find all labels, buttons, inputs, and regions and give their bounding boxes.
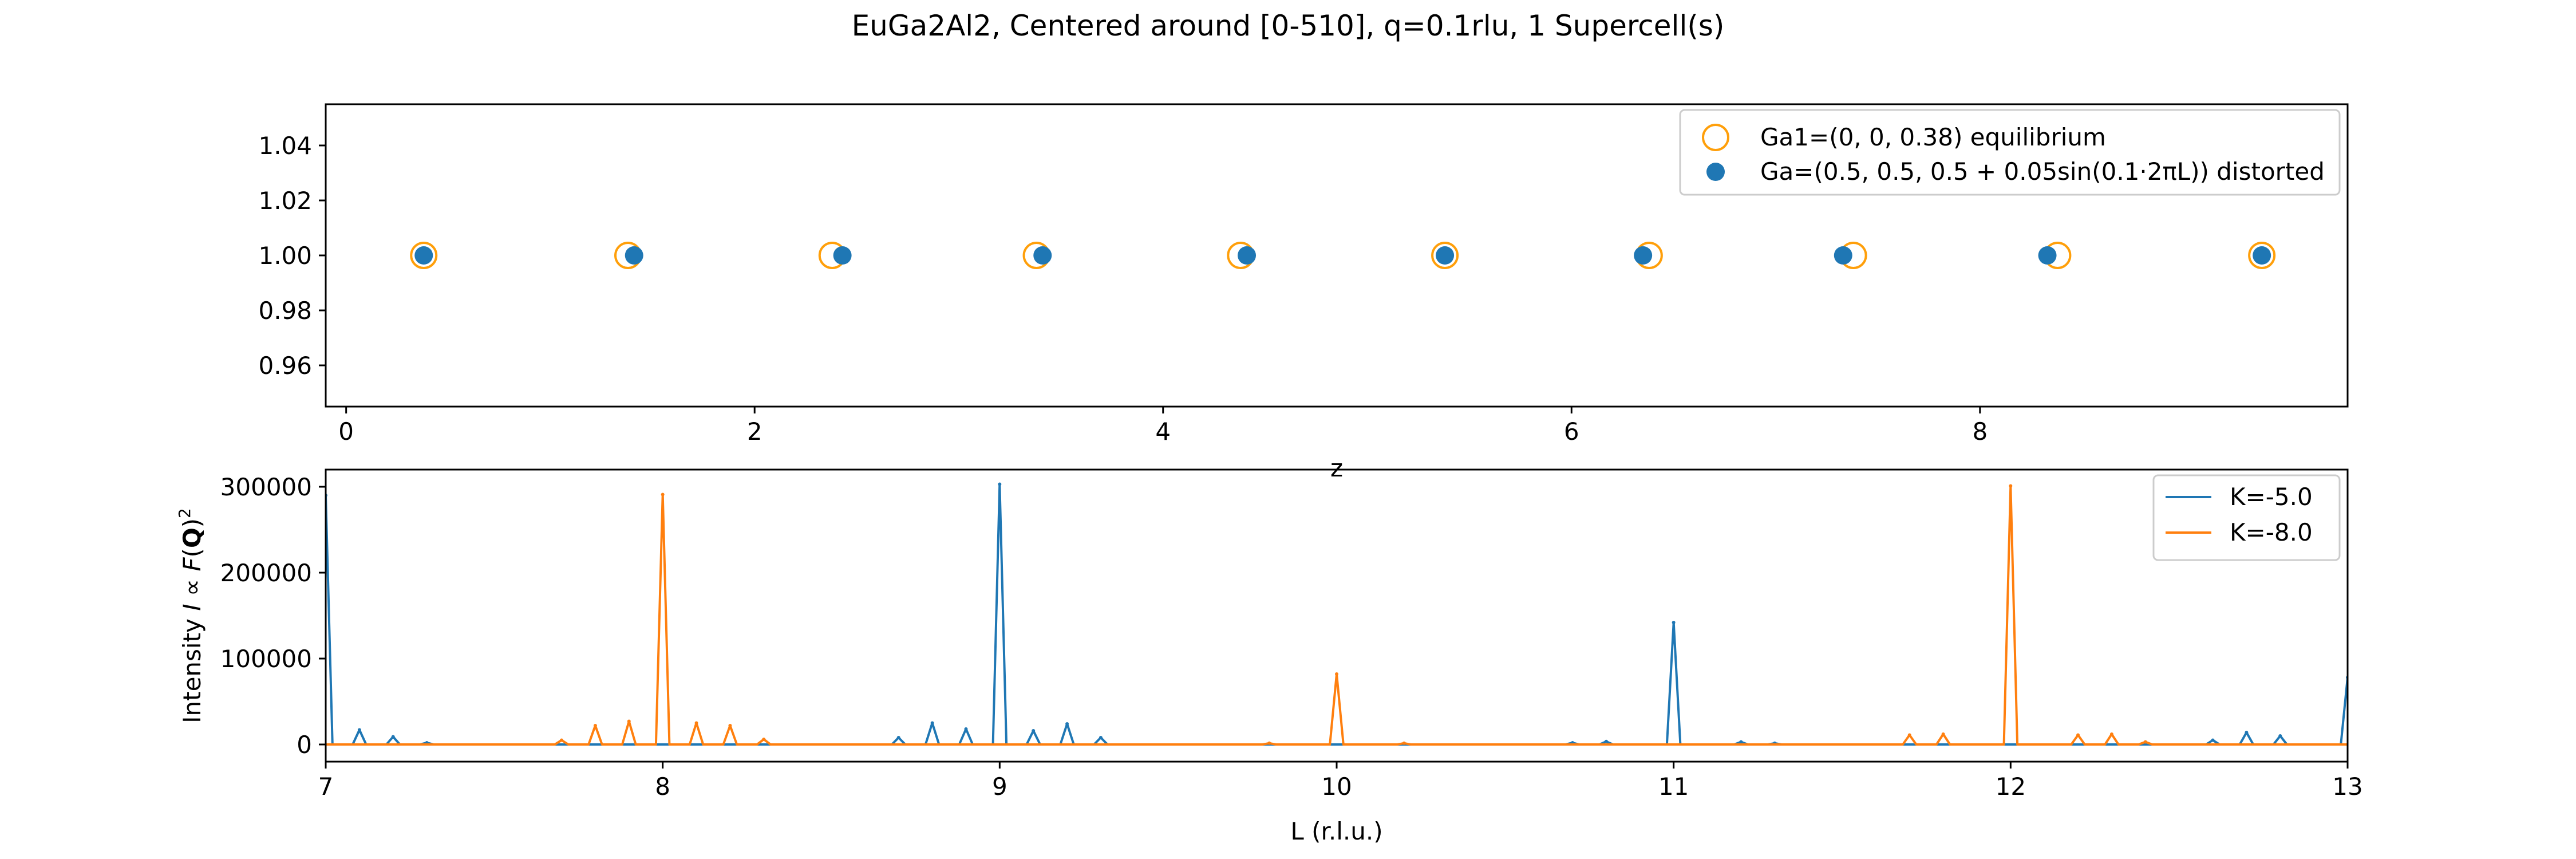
peak-point — [762, 738, 766, 741]
legend-label-k-minus-8: K=-8.0 — [2230, 518, 2313, 546]
peak-point — [1604, 739, 1608, 743]
peak-point — [728, 724, 732, 727]
top-y-tick-label: 1.04 — [258, 132, 312, 160]
distorted-point — [2038, 246, 2057, 265]
distorted-point — [625, 246, 643, 265]
top-y-tick-label: 0.96 — [258, 352, 312, 380]
bottom-legend: K=-5.0 K=-8.0 — [2152, 474, 2341, 561]
distorted-point — [833, 246, 852, 265]
bottom-y-tick-label: 300000 — [220, 473, 312, 501]
bottom-x-tick-label: 12 — [1996, 773, 2026, 801]
distorted-point — [1436, 246, 1455, 265]
legend-label-distorted: Ga=(0.5, 0.5, 0.5 + 0.05sin(0.1·2πL)) di… — [1760, 157, 2325, 186]
bottom-x-axis-label: L (r.l.u.) — [1290, 817, 1382, 845]
bottom-x-tick-label: 8 — [655, 773, 670, 801]
bottom-y-tick-label: 200000 — [220, 559, 312, 587]
top-x-tick-label: 4 — [1155, 417, 1171, 446]
peak-point — [357, 728, 361, 732]
peak-point — [2245, 731, 2249, 734]
top-x-tick-label: 6 — [1564, 417, 1579, 446]
top-axis-ticks: 0 2 4 6 8 0.96 0.98 1.00 1.02 1.04 — [258, 132, 1988, 446]
distorted-point — [2253, 246, 2271, 265]
peak-point — [2109, 732, 2113, 736]
distorted-point — [1834, 246, 1852, 265]
peak-point — [930, 721, 934, 725]
legend-label-equilibrium: Ga1=(0, 0, 0.38) equilibrium — [1760, 123, 2106, 151]
top-y-tick-label: 1.00 — [258, 242, 312, 270]
equilibrium-point — [2248, 242, 2276, 269]
bottom-x-tick-label: 10 — [1321, 773, 1352, 801]
distorted-point — [1238, 246, 1257, 265]
peak-point — [964, 727, 968, 731]
panel-top-scatter: 0 2 4 6 8 0.96 0.98 1.00 1.02 1.04 z Ga1=(0, 0, 0… — [258, 103, 2349, 482]
peak-point — [1032, 729, 1036, 732]
equilibrium-point — [410, 242, 438, 269]
peak-point — [1941, 732, 1945, 736]
figure-title: EuGa2Al2, Centered around [0-510], q=0.1… — [852, 9, 1725, 42]
peak-point — [627, 719, 631, 723]
distorted-point — [1634, 246, 1653, 265]
top-y-tick-label: 0.98 — [258, 297, 312, 325]
peak-point — [1907, 733, 1911, 737]
bottom-y-tick-label: 100000 — [220, 645, 312, 673]
equilibrium-point — [1431, 242, 1459, 269]
top-x-axis-label: z — [1330, 454, 1343, 482]
peak-point — [1335, 672, 1338, 676]
peak-point — [661, 492, 665, 497]
peak-point — [2211, 738, 2215, 742]
bottom-x-tick-label: 7 — [318, 773, 334, 801]
bottom-y-tick-label: 0 — [297, 731, 312, 759]
distorted-point — [1033, 246, 1052, 265]
top-legend: Ga1=(0, 0, 0.38) equilibrium Ga=(0.5, 0.… — [1679, 109, 2341, 196]
top-y-tick-label: 1.02 — [258, 187, 312, 215]
legend-filled-circle-marker — [1706, 163, 1725, 181]
panel-bottom-line: 7 8 9 10 11 12 13 0 100000 200000 300000 L (r.l.u.… — [175, 468, 2363, 845]
peak-point — [694, 721, 698, 725]
top-legend-box — [1679, 109, 2341, 196]
bottom-x-tick-label: 9 — [992, 773, 1008, 801]
peak-point — [560, 738, 564, 742]
bottom-x-tick-label: 13 — [2332, 773, 2362, 801]
bottom-x-tick-label: 11 — [1658, 773, 1689, 801]
top-x-tick-label: 8 — [1972, 417, 1988, 446]
peak-point — [1065, 722, 1069, 726]
top-x-tick-label: 0 — [338, 417, 354, 446]
peak-point — [1267, 741, 1271, 745]
peak-point — [1402, 741, 1406, 745]
bottom-y-axis-label: Intensity I ∝ F(Q)2 — [175, 508, 206, 723]
peak-point — [1739, 740, 1743, 744]
legend-label-k-minus-5: K=-5.0 — [2230, 483, 2313, 511]
top-x-tick-label: 2 — [747, 417, 762, 446]
intensity-lines — [326, 482, 2348, 746]
peak-point — [2009, 484, 2013, 488]
scatter-marks — [410, 242, 2276, 269]
peak-point — [896, 736, 900, 739]
distorted-point — [414, 246, 433, 265]
peak-point — [1099, 736, 1103, 739]
bottom-axis-ticks: 7 8 9 10 11 12 13 0 100000 200000 300000 — [220, 473, 2363, 801]
legend-open-circle-marker — [1702, 124, 1729, 151]
peak-point — [2278, 734, 2282, 738]
peak-point — [593, 724, 597, 727]
peak-point — [2076, 733, 2080, 737]
peak-point — [1672, 621, 1676, 624]
peak-point — [391, 735, 395, 739]
peak-point — [2143, 740, 2147, 744]
peak-point — [998, 482, 1002, 486]
series-line-k-minus-8 — [326, 484, 2348, 746]
